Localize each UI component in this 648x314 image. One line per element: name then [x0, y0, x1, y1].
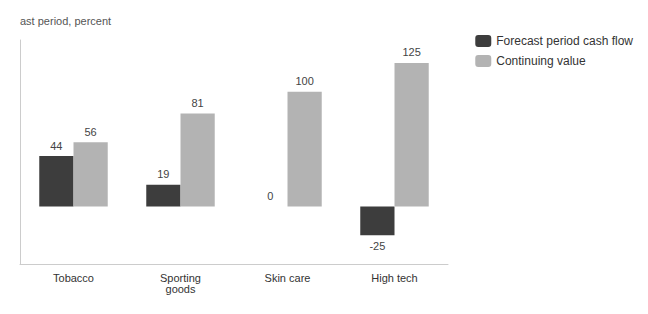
svg-text:Continuing value: Continuing value	[496, 54, 586, 68]
svg-text:0: 0	[267, 190, 273, 202]
svg-text:56: 56	[84, 126, 96, 138]
svg-text:44: 44	[50, 140, 62, 152]
svg-text:100: 100	[295, 75, 313, 87]
svg-text:goods: goods	[166, 283, 196, 295]
svg-text:Skin care: Skin care	[265, 272, 311, 284]
svg-text:19: 19	[157, 168, 169, 180]
svg-text:81: 81	[191, 97, 203, 109]
svg-text:High tech: High tech	[371, 272, 417, 284]
svg-text:ast period, percent: ast period, percent	[20, 15, 111, 27]
svg-text:-25: -25	[369, 240, 385, 252]
svg-text:Tobacco: Tobacco	[53, 272, 94, 284]
svg-text:Sporting: Sporting	[160, 271, 201, 284]
svg-text:Forecast period cash flow: Forecast period cash flow	[496, 34, 633, 48]
svg-text:125: 125	[402, 46, 420, 58]
